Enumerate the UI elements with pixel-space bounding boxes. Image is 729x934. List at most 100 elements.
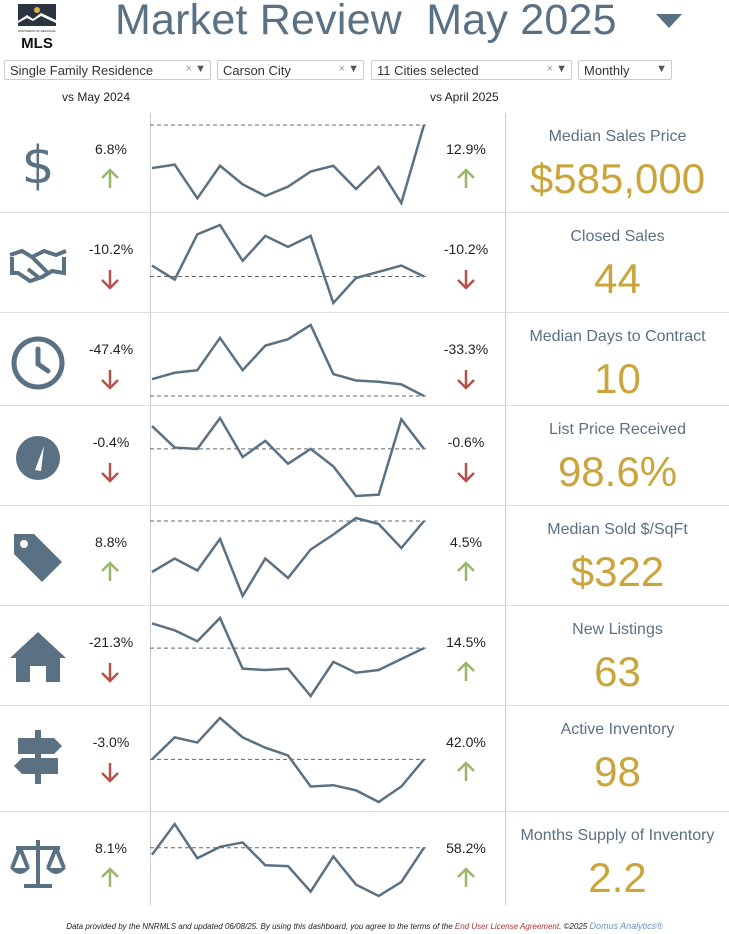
divider	[150, 606, 151, 705]
divider	[150, 506, 151, 605]
dollar-icon: $	[21, 136, 54, 193]
arrow-down-icon	[98, 367, 122, 391]
arrow-down-icon	[454, 367, 478, 391]
arrow-down-icon	[98, 660, 122, 684]
scales-icon	[10, 840, 66, 888]
mom-change: 4.5%	[450, 534, 482, 550]
svg-text:$: $	[21, 136, 54, 193]
metric-row: $6.8% 12.9% Median Sales Price $585,000	[0, 113, 729, 213]
domus-link[interactable]: Domus Analytics®	[589, 921, 663, 931]
metrics-list: $6.8% 12.9% Median Sales Price $585,000 -10.…	[0, 113, 729, 906]
metric-value: 2.2	[588, 854, 647, 901]
trend-line	[151, 124, 426, 207]
metric-label: Median Sold $/SqFt	[547, 521, 688, 538]
divider	[505, 706, 506, 811]
metric-value: 10	[594, 355, 641, 402]
eula-link[interactable]: End User License Agreement	[454, 922, 560, 931]
svg-text:NORTHERN NV REGIONAL: NORTHERN NV REGIONAL	[18, 29, 57, 33]
trend-sparkline	[150, 516, 426, 599]
arrow-down-icon	[98, 760, 122, 784]
arrow-down-icon	[98, 267, 122, 291]
trend-line	[151, 415, 425, 498]
arrow-up-icon	[454, 760, 478, 784]
mom-change: -0.6%	[447, 434, 485, 450]
metric-label: Closed Sales	[570, 228, 665, 245]
divider	[505, 506, 506, 605]
divider	[505, 812, 506, 906]
yoy-change: -21.3%	[88, 634, 134, 650]
metric-row: -0.4% -0.6% List Price Received 98.6%	[0, 406, 729, 506]
interval-filter[interactable]: Monthly ▼	[578, 60, 672, 80]
trend-sparkline	[150, 323, 426, 398]
mom-change: -10.2%	[443, 241, 489, 257]
arrow-up-icon	[454, 866, 478, 890]
metric-row: 8.8% 4.5% Median Sold $/SqFt $322	[0, 506, 729, 606]
arrow-down-icon	[98, 460, 122, 484]
arrow-up-icon	[454, 660, 478, 684]
handshake-icon	[9, 248, 67, 284]
yoy-change: -10.2%	[88, 241, 134, 257]
metric-label: List Price Received	[549, 421, 686, 438]
metric-row: -10.2% -10.2% Closed Sales 44	[0, 213, 729, 313]
trend-line	[151, 323, 425, 398]
footer: Data provided by the NNRMLS and updated …	[66, 921, 663, 931]
trend-line	[151, 615, 425, 699]
divider	[505, 313, 506, 405]
property-type-filter[interactable]: Single Family Residence × ▼	[4, 60, 211, 80]
clear-icon: ×	[546, 63, 554, 75]
divider	[150, 812, 151, 906]
trend-sparkline	[150, 821, 426, 898]
mom-change: -33.3%	[443, 341, 489, 357]
metric-row: 8.1% 58.2% Months Supply of Inventory 2.2	[0, 812, 729, 906]
metric-label: Median Days to Contract	[529, 328, 706, 345]
divider	[150, 113, 151, 212]
clear-icon: ×	[338, 63, 346, 75]
arrow-down-icon	[454, 460, 478, 484]
divider	[505, 113, 506, 212]
yoy-change: 8.8%	[95, 534, 127, 550]
clock-icon	[11, 336, 65, 390]
metric-label: Median Sales Price	[548, 128, 687, 145]
trend-sparkline	[150, 415, 426, 498]
arrow-up-icon	[98, 866, 122, 890]
mom-change: 14.5%	[446, 634, 486, 650]
metric-value: 44	[594, 255, 641, 302]
trend-line	[151, 516, 425, 599]
mom-heading: vs April 2025	[430, 90, 499, 104]
yoy-change: 8.1%	[95, 840, 127, 856]
trend-sparkline	[150, 223, 426, 306]
yoy-change: -0.4%	[92, 434, 130, 450]
trend-sparkline	[150, 716, 426, 804]
page-title: Market Review May 2025	[115, 0, 617, 45]
divider	[150, 706, 151, 811]
arrow-up-icon	[454, 560, 478, 584]
period-dropdown-caret-icon[interactable]	[656, 14, 682, 28]
yoy-heading: vs May 2024	[62, 90, 131, 104]
metric-label: New Listings	[572, 621, 663, 638]
county-filter[interactable]: Carson City × ▼	[217, 60, 364, 80]
trend-sparkline	[150, 615, 426, 699]
tag-icon	[14, 534, 62, 582]
house-icon	[10, 632, 66, 682]
arrow-up-icon	[454, 167, 478, 191]
divider	[505, 406, 506, 505]
metric-row: -21.3% 14.5% New Listings 63	[0, 606, 729, 706]
divider	[150, 406, 151, 505]
signpost-icon	[14, 730, 62, 784]
clear-icon: ×	[185, 63, 193, 75]
trend-sparkline	[150, 124, 426, 207]
arrow-down-icon	[454, 267, 478, 291]
mom-change: 58.2%	[446, 840, 486, 856]
yoy-change: -3.0%	[92, 734, 130, 750]
divider	[505, 213, 506, 312]
svg-text:MLS: MLS	[21, 35, 53, 50]
nnrmls-logo: NORTHERN NV REGIONAL MLS	[18, 4, 57, 50]
metric-value: 63	[594, 648, 641, 695]
arrow-up-icon	[98, 167, 122, 191]
cities-filter[interactable]: 11 Cities selected × ▼	[371, 60, 572, 80]
yoy-change: 6.8%	[95, 141, 127, 157]
metric-label: Active Inventory	[560, 721, 675, 738]
metric-value: $585,000	[529, 155, 706, 202]
metric-value: $322	[570, 548, 665, 595]
period-label: May 2025	[426, 0, 617, 44]
